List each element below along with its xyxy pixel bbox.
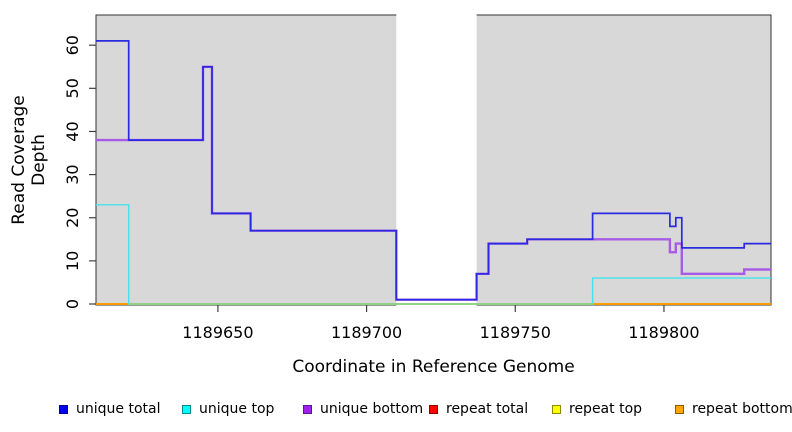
legend-label: repeat bottom bbox=[692, 401, 792, 417]
legend-label: unique top bbox=[199, 401, 275, 417]
legend-swatch-repeat-total bbox=[429, 404, 438, 414]
legend-label: repeat total bbox=[446, 401, 529, 417]
legend-item-repeat-total: repeat total bbox=[429, 396, 528, 422]
x-tick-label: 1189750 bbox=[480, 323, 551, 342]
y-tick-label: 40 bbox=[63, 121, 82, 141]
y-tick-label: 10 bbox=[63, 251, 82, 271]
legend-swatch-unique-top bbox=[182, 404, 191, 414]
y-tick-label: 60 bbox=[63, 35, 82, 55]
y-tick-label: 0 bbox=[63, 299, 82, 309]
gap-region bbox=[396, 13, 477, 307]
legend-item-unique-top: unique top bbox=[182, 396, 274, 422]
x-tick-label: 1189700 bbox=[331, 323, 402, 342]
y-axis-title: Read Coverage Depth bbox=[9, 95, 49, 225]
legend-label: repeat top bbox=[569, 401, 643, 417]
legend-item-repeat-bottom: repeat bottom bbox=[675, 396, 792, 422]
series-line-unique-total bbox=[96, 40, 771, 301]
legend-swatch-repeat-top bbox=[552, 404, 561, 414]
y-tick-label: 50 bbox=[63, 78, 82, 98]
legend-label: unique total bbox=[76, 401, 161, 417]
y-tick-label: 30 bbox=[63, 164, 82, 184]
legend-swatch-repeat-bottom bbox=[675, 404, 684, 414]
legend-item-repeat-top: repeat top bbox=[552, 396, 642, 422]
legend-swatch-unique-total bbox=[59, 404, 68, 414]
legend-swatch-unique-bottom bbox=[303, 404, 312, 414]
legend-item-unique-total: unique total bbox=[59, 396, 160, 422]
legend-item-unique-bottom: unique bottom bbox=[303, 396, 423, 422]
x-tick-label: 1189650 bbox=[182, 323, 253, 342]
x-tick-label: 1189800 bbox=[628, 323, 699, 342]
legend: unique total unique top unique bottom repea… bbox=[0, 396, 792, 422]
y-tick-label: 20 bbox=[63, 208, 82, 228]
x-axis-title: Coordinate in Reference Genome bbox=[292, 357, 575, 377]
legend-label: unique bottom bbox=[320, 401, 424, 417]
